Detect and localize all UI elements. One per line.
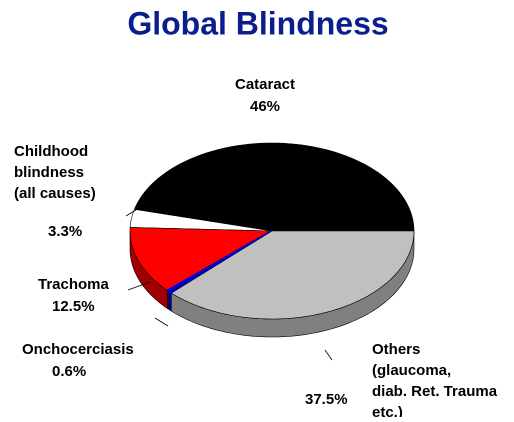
value-label: 46% bbox=[250, 98, 280, 115]
category-label: (all causes) bbox=[14, 185, 96, 202]
labels: Cataract 46% Childhood blindness (all causes… bbox=[14, 76, 498, 421]
pie-slice bbox=[133, 142, 415, 232]
leader-line bbox=[154, 317, 169, 327]
value-label: 12.5% bbox=[52, 298, 95, 315]
category-label: Trachoma bbox=[38, 276, 110, 293]
category-label: diab. Ret. Trauma bbox=[372, 383, 498, 400]
value-label: 37.5% bbox=[305, 391, 348, 408]
chart-title: Global Blindness bbox=[127, 5, 388, 41]
category-label: Others bbox=[372, 341, 420, 358]
leader-line bbox=[324, 349, 333, 361]
category-label: (glaucoma, bbox=[372, 362, 451, 379]
pie-tops bbox=[129, 142, 415, 320]
pie-slice bbox=[129, 209, 273, 232]
category-label: blindness bbox=[14, 164, 84, 181]
category-label: Cataract bbox=[235, 76, 295, 93]
value-label: 3.3% bbox=[48, 223, 82, 240]
leader-line bbox=[125, 209, 137, 217]
category-label: Onchocerciasis bbox=[22, 341, 134, 358]
value-label: 0.6% bbox=[52, 363, 86, 380]
leader-line bbox=[127, 281, 151, 291]
pie-slice bbox=[129, 227, 274, 292]
category-label: Childhood bbox=[14, 143, 88, 160]
pie-slice bbox=[170, 230, 415, 320]
category-label: etc.) bbox=[372, 404, 403, 417]
